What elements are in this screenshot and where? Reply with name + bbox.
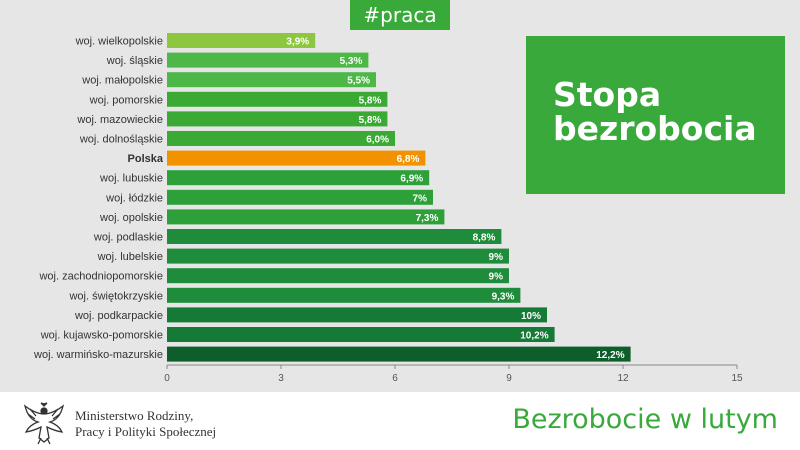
- value-label: 12,2%: [596, 350, 624, 361]
- category-label: woj. dolnośląskie: [79, 134, 163, 146]
- value-label: 10,2%: [520, 331, 548, 342]
- value-label: 7,3%: [416, 213, 439, 224]
- bar: [167, 52, 369, 68]
- value-label: 5,3%: [340, 56, 363, 67]
- x-tick-label: 0: [164, 373, 170, 384]
- value-label: 3,9%: [286, 37, 309, 48]
- chart-subtitle: Bezrobocie w lutym: [512, 404, 778, 435]
- bar: [167, 170, 430, 186]
- category-label: woj. świętokrzyskie: [68, 290, 163, 302]
- chart-title: Stopa bezrobocia: [553, 78, 757, 146]
- x-tick-label: 9: [506, 373, 512, 384]
- category-label: woj. zachodniopomorskie: [38, 271, 163, 283]
- category-label: woj. lubelskie: [97, 251, 163, 263]
- bar: [167, 189, 433, 205]
- category-label: woj. warmińsko-mazurskie: [33, 349, 163, 361]
- value-label: 5,8%: [359, 115, 382, 126]
- category-label: woj. wielkopolskie: [75, 36, 163, 48]
- title-line-2: bezrobocia: [553, 109, 757, 148]
- value-label: 5,5%: [347, 76, 370, 87]
- category-label: woj. mazowieckie: [76, 114, 163, 126]
- bar: [167, 150, 426, 166]
- bar: [167, 209, 445, 225]
- category-label: woj. pomorskie: [89, 94, 163, 106]
- category-label: woj. łódzkie: [105, 192, 163, 204]
- value-label: 7%: [413, 193, 428, 204]
- title-line-1: Stopa: [553, 75, 662, 114]
- category-label: woj. kujawsko-pomorskie: [40, 330, 163, 342]
- ministry-name: Ministerstwo Rodziny, Pracy i Polityki S…: [75, 408, 216, 440]
- x-tick-label: 15: [731, 373, 743, 384]
- value-label: 5,8%: [359, 95, 382, 106]
- value-label: 9,3%: [492, 291, 515, 302]
- ministry-line-2: Pracy i Polityki Społecznej: [75, 424, 217, 439]
- value-label: 10%: [521, 311, 541, 322]
- value-label: 6,8%: [397, 154, 420, 165]
- bar: [167, 307, 547, 323]
- category-label: woj. lubuskie: [99, 173, 163, 185]
- x-tick-label: 6: [392, 373, 398, 384]
- bar: [167, 327, 555, 342]
- value-label: 6,0%: [366, 135, 389, 146]
- category-label: woj. podkarpackie: [74, 310, 163, 322]
- bar: [167, 248, 509, 264]
- bar: [167, 91, 388, 107]
- bar: [167, 268, 509, 284]
- category-label: Polska: [128, 153, 164, 165]
- category-label: woj. śląskie: [106, 55, 163, 67]
- category-label: woj. opolskie: [99, 212, 163, 224]
- bar: [167, 131, 395, 146]
- bar: [167, 33, 316, 48]
- bar: [167, 229, 502, 244]
- bar: [167, 346, 631, 362]
- bar: [167, 111, 388, 127]
- value-label: 8,8%: [473, 233, 496, 244]
- ministry-line-1: Ministerstwo Rodziny,: [75, 408, 194, 423]
- value-label: 9%: [489, 252, 504, 263]
- value-label: 9%: [489, 272, 504, 283]
- x-tick-label: 12: [617, 373, 629, 384]
- hashtag-banner: #praca: [350, 0, 450, 30]
- value-label: 6,9%: [400, 174, 423, 185]
- bar-chart: woj. wielkopolskie 3,9% woj. śląskie 5,3% wo…: [33, 33, 743, 384]
- x-tick-label: 3: [278, 373, 284, 384]
- bar: [167, 287, 521, 303]
- polish-eagle-emblem-icon: [23, 402, 65, 445]
- category-label: woj. podlaskie: [93, 232, 163, 244]
- title-box: Stopa bezrobocia: [526, 36, 785, 194]
- bar: [167, 72, 376, 88]
- category-label: woj. małopolskie: [81, 75, 163, 87]
